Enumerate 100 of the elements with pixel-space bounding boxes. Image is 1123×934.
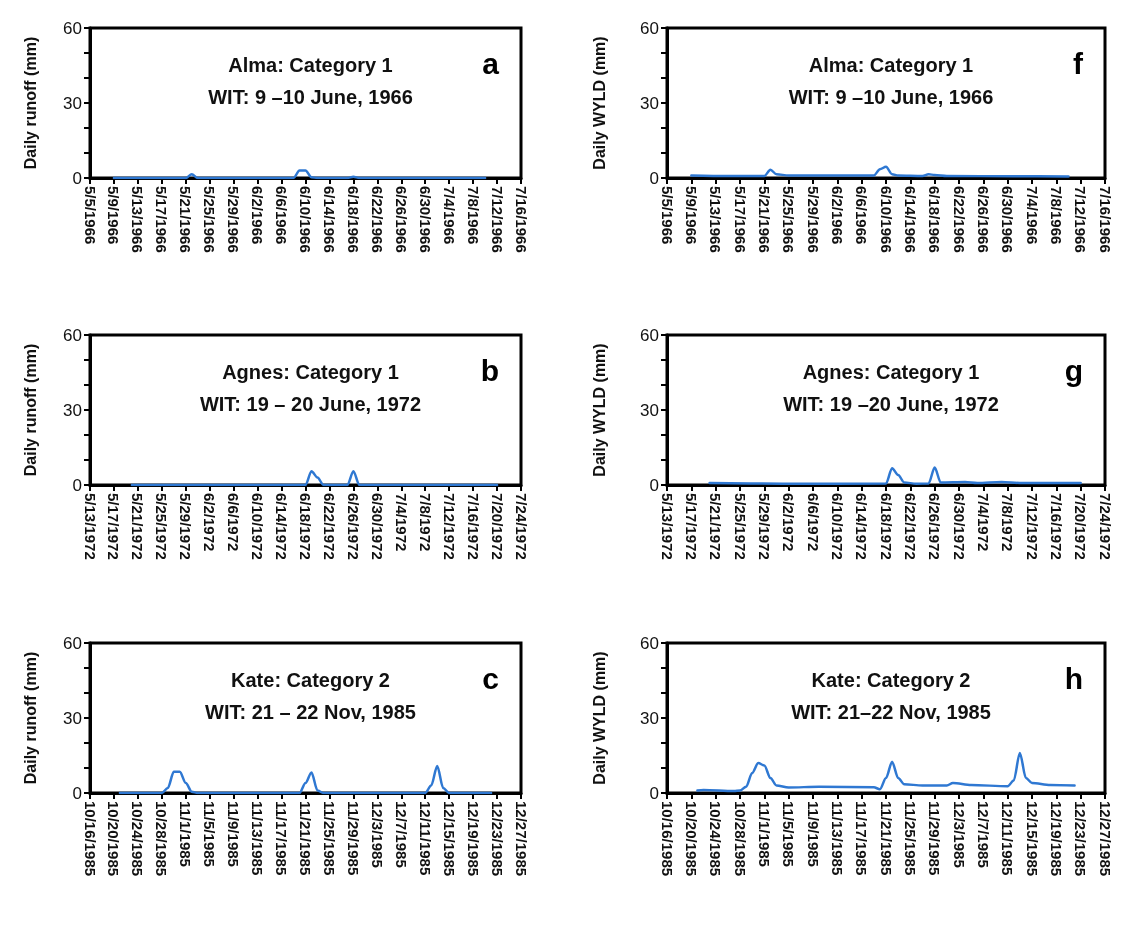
x-tick-label: 6/26/1966: [974, 186, 992, 253]
x-tick-label: 7/4/1972: [392, 493, 410, 552]
x-tick-label: 6/6/1966: [853, 186, 871, 245]
line-series: [708, 466, 1082, 485]
annotation: h: [1064, 661, 1083, 695]
x-tick-label: 5/25/1966: [780, 186, 798, 253]
x-tick-label: 11/21/1985: [297, 801, 314, 876]
text: Kate: Category 2: [811, 669, 971, 691]
annotation: a: [482, 46, 500, 80]
x-tick-label: 12/19/1985: [464, 801, 482, 877]
y-tick-label: 0: [649, 168, 659, 188]
x-tick-label: 11/25/1985: [320, 801, 338, 876]
text: Alma: Category 1: [808, 54, 974, 76]
x-tick-label: 6/2/1972: [201, 493, 219, 552]
x-tick-label: 7/8/1966: [464, 186, 482, 245]
y-tick-label: 0: [649, 783, 659, 803]
y-axis-title: Daily runoff (mm): [21, 651, 39, 785]
x-tick-label: 6/14/1972: [273, 493, 291, 560]
x-tick-label: 6/2/1966: [828, 186, 846, 245]
x-tick-label: 12/23/1985: [1072, 801, 1090, 877]
x-tick-label: 6/26/1966: [392, 186, 410, 253]
x-tick-label: 7/20/1972: [1072, 493, 1090, 560]
x-tick-label: 7/12/1972: [440, 493, 458, 560]
line-series: [690, 165, 1070, 178]
x-tick-label: 5/29/1972: [755, 493, 773, 560]
x-tick-label: 6/14/1966: [901, 186, 919, 253]
x-tick-label: 6/10/1972: [828, 493, 846, 560]
y-tick-label: 0: [72, 783, 82, 803]
text: WIT: 21 – 22 Nov, 1985: [205, 701, 416, 723]
annotation: b: [480, 353, 499, 387]
x-tick-label: 7/12/1966: [488, 186, 506, 253]
x-tick-label: 5/9/1966: [682, 186, 700, 245]
x-tick-label: 5/29/1966: [804, 186, 822, 253]
y-tick-label: 60: [63, 325, 82, 345]
x-tick-label: 12/3/1985: [368, 801, 386, 868]
x-tick-label: 6/22/1972: [320, 493, 338, 560]
x-tick-label: 7/12/1966: [1072, 186, 1090, 253]
y-axis-title: Daily WYLD (mm): [590, 36, 608, 170]
x-tick-label: 11/17/1985: [853, 801, 871, 876]
x-tick-label: 7/24/1972: [512, 493, 530, 560]
text: Alma: Category 1: [228, 54, 393, 76]
x-tick-label: 7/4/1966: [1023, 186, 1041, 245]
x-tick-label: 7/12/1972: [1023, 493, 1041, 560]
x-tick-label: 6/26/1972: [344, 493, 362, 560]
y-tick-label: 60: [640, 18, 659, 38]
y-tick-label: 30: [63, 708, 82, 728]
y-tick-label: 30: [640, 93, 659, 113]
x-tick-label: 7/4/1966: [440, 186, 458, 245]
x-tick-label: 12/7/1985: [974, 801, 992, 868]
y-tick-label: 30: [63, 93, 82, 113]
x-tick-label: 11/17/1985: [273, 801, 291, 876]
x-tick-label: 7/8/1972: [416, 493, 434, 552]
x-tick-label: 5/17/1966: [153, 186, 171, 253]
x-tick-label: 6/10/1966: [297, 186, 314, 253]
x-tick-label: 5/9/1966: [105, 186, 123, 245]
text: WIT: 9 –10 June, 1966: [788, 86, 994, 108]
y-tick-label: 30: [640, 400, 659, 420]
x-tick-label: 6/2/1966: [249, 186, 267, 245]
x-tick-label: 10/20/1985: [682, 801, 700, 877]
x-tick-label: 6/10/1966: [877, 186, 895, 253]
y-axis-title: Daily runoff (mm): [21, 36, 39, 170]
x-tick-label: 5/13/1966: [129, 186, 147, 253]
x-tick-label: 10/28/1985: [153, 801, 171, 877]
x-tick-label: 5/5/1966: [81, 186, 99, 245]
x-tick-label: 6/14/1972: [853, 493, 871, 560]
x-tick-label: 11/13/1985: [828, 801, 846, 876]
x-tick-label: 5/21/1966: [755, 186, 773, 253]
y-tick-label: 0: [649, 475, 659, 495]
y-tick-label: 60: [640, 633, 659, 653]
x-tick-label: 11/13/1985: [249, 801, 267, 876]
x-tick-label: 5/5/1966: [658, 186, 676, 245]
x-tick-label: 11/29/1985: [926, 801, 944, 876]
x-tick-label: 11/9/1985: [225, 801, 243, 867]
text: WIT: 19 –20 June, 1972: [783, 393, 999, 415]
x-tick-label: 10/16/1985: [658, 801, 676, 877]
y-axis-title: Daily WYLD (mm): [590, 651, 608, 785]
x-tick-label: 12/3/1985: [950, 801, 968, 868]
x-tick-label: 7/16/1972: [464, 493, 482, 560]
line-series: [696, 751, 1076, 793]
x-tick-label: 11/5/1985: [780, 801, 798, 867]
x-tick-label: 5/17/1972: [682, 493, 700, 560]
x-tick-label: 6/18/1972: [877, 493, 895, 560]
x-tick-label: 7/24/1972: [1096, 493, 1114, 560]
x-tick-label: 6/14/1966: [320, 186, 338, 253]
y-axis-title: Daily runoff (mm): [21, 343, 39, 477]
x-tick-label: 7/16/1972: [1047, 493, 1065, 560]
x-tick-label: 5/13/1972: [81, 493, 99, 560]
text: Agnes: Category 1: [222, 361, 399, 383]
x-tick-label: 6/30/1972: [950, 493, 968, 560]
x-tick-label: 12/19/1985: [1047, 801, 1065, 877]
text: Kate: Category 2: [231, 669, 390, 691]
y-tick-label: 60: [640, 325, 659, 345]
x-tick-label: 5/25/1972: [731, 493, 749, 560]
x-tick-label: 5/13/1972: [658, 493, 676, 560]
x-tick-label: 10/20/1985: [105, 801, 123, 877]
x-tick-label: 6/6/1972: [225, 493, 243, 552]
x-tick-label: 10/16/1985: [81, 801, 99, 877]
x-tick-label: 11/1/1985: [177, 801, 195, 867]
line-series: [118, 764, 493, 795]
y-tick-label: 0: [72, 475, 82, 495]
